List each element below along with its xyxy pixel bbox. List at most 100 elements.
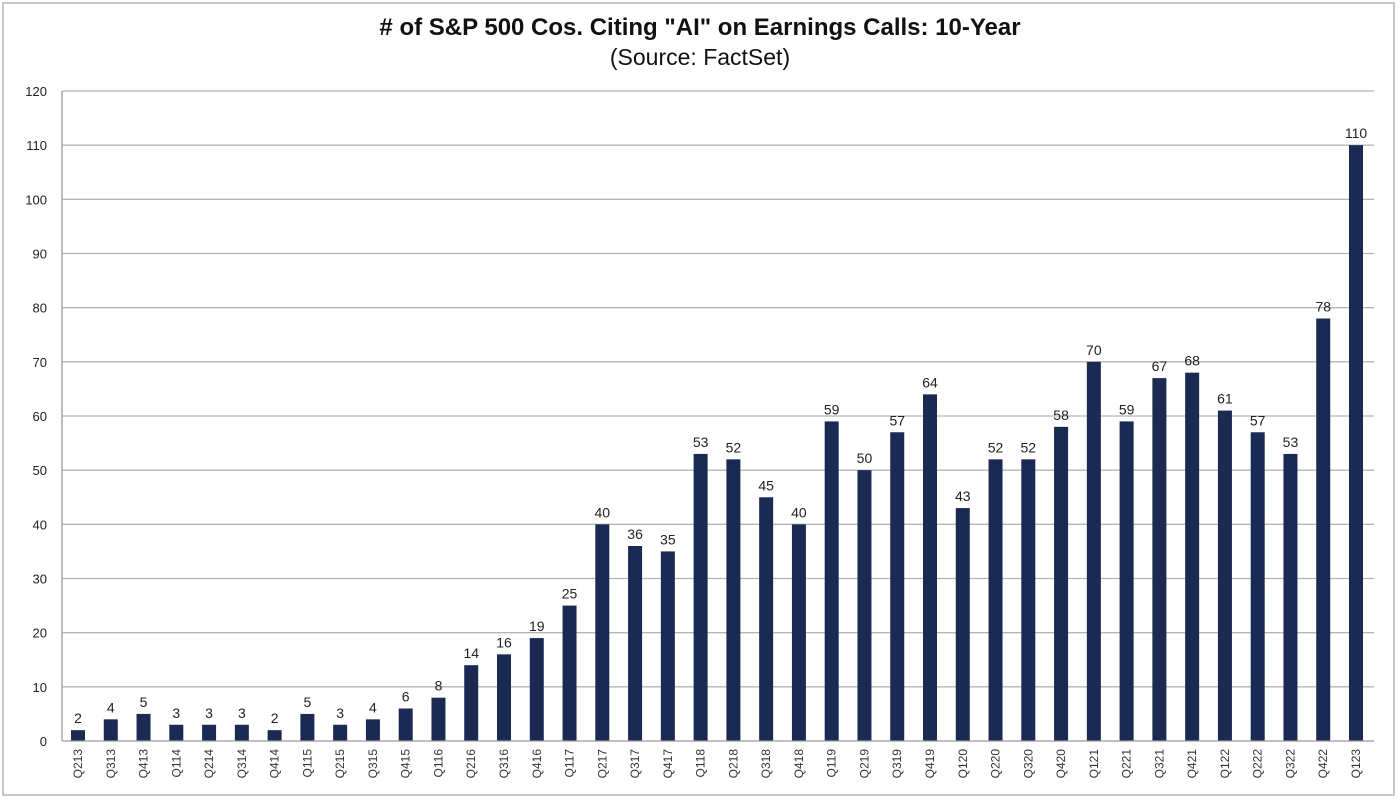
- bar: [726, 459, 741, 741]
- bar: [103, 719, 118, 741]
- bar: [71, 730, 85, 741]
- data-label: 2: [74, 710, 82, 726]
- y-tick-label: 0: [40, 734, 47, 749]
- x-tick-label: Q320: [1021, 749, 1035, 779]
- bar: [529, 638, 544, 741]
- x-tick-label: Q218: [726, 749, 740, 779]
- data-label: 52: [1021, 439, 1037, 455]
- x-axis-ticks: Q213 Q313 Q413 Q114 Q214 Q314 Q414 Q115 Q215 Q315…: [71, 749, 1363, 779]
- data-label: 59: [1119, 401, 1135, 417]
- x-tick-label: Q120: [956, 749, 970, 779]
- x-tick-label: Q418: [792, 749, 806, 779]
- y-tick-label: 10: [33, 680, 47, 695]
- bar: [136, 713, 151, 741]
- x-tick-label: Q123: [1349, 749, 1363, 779]
- y-tick-label: 30: [33, 572, 47, 587]
- x-tick-label: Q220: [989, 749, 1003, 779]
- bar: [1349, 145, 1363, 741]
- bar: [300, 713, 315, 741]
- data-label: 6: [402, 689, 410, 705]
- y-tick-label: 80: [33, 301, 47, 316]
- y-tick-label: 60: [33, 409, 47, 424]
- x-tick-label: Q422: [1316, 749, 1330, 779]
- bar: [1086, 361, 1101, 741]
- bar: [267, 730, 282, 741]
- data-label: 35: [660, 531, 676, 547]
- data-label: 25: [562, 586, 578, 602]
- bar: [1316, 318, 1331, 741]
- data-label: 61: [1217, 391, 1233, 407]
- data-label: 52: [988, 439, 1004, 455]
- axes: [61, 91, 1374, 742]
- x-tick-label: Q420: [1054, 749, 1068, 779]
- bar: [759, 497, 774, 741]
- x-tick-label: Q417: [661, 749, 675, 779]
- data-label: 50: [857, 450, 873, 466]
- y-tick-label: 120: [25, 84, 47, 99]
- chart-subtitle: (Source: FactSet): [609, 44, 791, 70]
- data-label: 40: [595, 504, 611, 520]
- data-label: 70: [1086, 342, 1102, 358]
- x-tick-label: Q314: [235, 749, 249, 779]
- x-tick-label: Q316: [497, 749, 511, 779]
- data-label: 57: [889, 412, 905, 428]
- bar: [1250, 432, 1265, 741]
- data-label: 67: [1152, 358, 1168, 374]
- y-axis-ticks: 0 10 20 30 40 50 60 70 80 90 100 110 120: [25, 84, 47, 749]
- x-tick-label: Q421: [1185, 749, 1199, 779]
- bar: [988, 459, 1003, 741]
- data-label: 58: [1053, 407, 1069, 423]
- data-label: 3: [336, 705, 344, 721]
- x-tick-label: Q115: [300, 749, 314, 778]
- x-tick-label: Q321: [1152, 749, 1166, 779]
- x-tick-label: Q216: [464, 749, 478, 779]
- bar: [824, 421, 839, 741]
- data-label: 8: [435, 678, 443, 694]
- chart-title: # of S&P 500 Cos. Citing "AI" on Earning…: [379, 14, 1021, 41]
- bar: [431, 697, 446, 741]
- x-tick-label: Q419: [923, 749, 937, 779]
- bar: [1185, 372, 1200, 741]
- bar: [365, 719, 380, 741]
- y-tick-label: 50: [33, 463, 47, 478]
- bar: [398, 708, 413, 741]
- data-label: 43: [955, 488, 971, 504]
- bar: [693, 453, 708, 741]
- x-tick-label: Q415: [399, 749, 413, 779]
- data-label: 4: [107, 699, 115, 715]
- data-label: 45: [758, 477, 774, 493]
- bar: [955, 508, 970, 741]
- data-label: 16: [496, 634, 512, 650]
- bar: [1021, 459, 1036, 741]
- gridlines: [62, 90, 1374, 688]
- bar: [333, 724, 348, 741]
- bar: [169, 724, 184, 741]
- x-tick-label: Q118: [694, 749, 708, 778]
- data-label: 19: [529, 618, 545, 634]
- x-tick-label: Q322: [1283, 749, 1297, 779]
- data-label: 78: [1315, 299, 1331, 315]
- data-label: 53: [1283, 434, 1299, 450]
- x-tick-label: Q221: [1120, 749, 1134, 779]
- bar: [562, 605, 577, 741]
- data-label: 2: [271, 710, 279, 726]
- x-tick-label: Q319: [890, 749, 904, 779]
- x-tick-label: Q416: [530, 749, 544, 779]
- bar: [464, 665, 479, 741]
- y-tick-label: 100: [25, 192, 47, 207]
- x-tick-label: Q219: [857, 749, 871, 779]
- data-label: 5: [303, 694, 311, 710]
- x-tick-label: Q318: [759, 749, 773, 779]
- x-tick-label: Q117: [563, 749, 577, 778]
- data-label: 3: [205, 705, 213, 721]
- y-tick-label: 90: [33, 247, 47, 262]
- data-label: 5: [140, 694, 148, 710]
- data-label: 4: [369, 699, 377, 715]
- bar: [1152, 378, 1167, 741]
- y-tick-label: 110: [26, 138, 47, 153]
- y-tick-label: 40: [33, 517, 47, 532]
- bar: [1054, 426, 1069, 741]
- x-tick-label: Q315: [366, 749, 380, 779]
